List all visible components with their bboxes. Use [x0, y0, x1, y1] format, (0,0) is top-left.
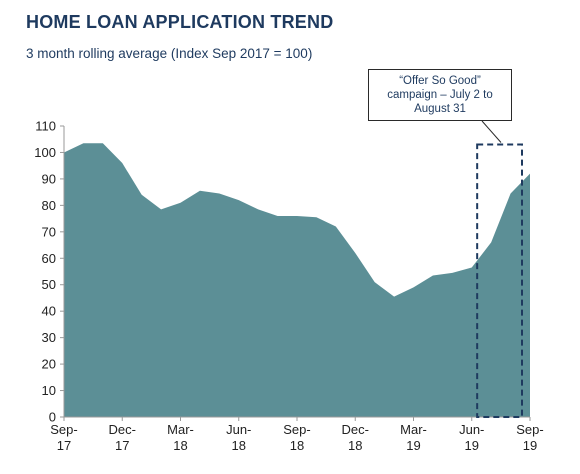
y-tick-label: 60: [42, 251, 56, 266]
annotation-line-1: “Offer So Good”: [399, 75, 481, 87]
y-tick-label: 30: [42, 330, 56, 345]
y-tick-label: 40: [42, 304, 56, 319]
campaign-highlight-box: [476, 143, 523, 418]
area-series: [64, 143, 530, 417]
annotation-line-2: campaign – July 2 to: [387, 89, 493, 101]
x-tick-label-year: 17: [57, 438, 71, 453]
x-tick-label-year: 19: [406, 438, 420, 453]
x-tick-label: Dec-: [109, 422, 136, 437]
x-tick-label: Mar-: [167, 422, 194, 437]
chart-subtitle: 3 month rolling average (Index Sep 2017 …: [26, 46, 313, 61]
x-tick-label: Sep-: [50, 422, 77, 437]
x-tick-label: Dec-: [342, 422, 369, 437]
y-tick-label: 20: [42, 357, 56, 372]
y-tick-label: 70: [42, 224, 56, 239]
annotation-connector: [481, 120, 502, 143]
y-tick-label: 10: [42, 383, 56, 398]
x-tick-label-year: 17: [115, 438, 129, 453]
x-tick-label: Jun-: [226, 422, 251, 437]
chart-title: HOME LOAN APPLICATION TREND: [26, 12, 334, 32]
x-tick-label-year: 18: [348, 438, 362, 453]
y-tick-label: 90: [42, 171, 56, 186]
x-tick-label: Jun-: [459, 422, 484, 437]
y-tick-label: 80: [42, 198, 56, 213]
x-tick-label-year: 19: [465, 438, 479, 453]
x-tick-label-year: 18: [290, 438, 304, 453]
x-tick-label: Sep-: [516, 422, 543, 437]
x-tick-label: Mar-: [400, 422, 427, 437]
y-tick-label: 50: [42, 277, 56, 292]
annotation-line-3: August 31: [414, 103, 466, 115]
campaign-annotation: “Offer So Good” campaign – July 2 to Aug…: [368, 69, 512, 121]
y-tick-label: 0: [49, 410, 56, 425]
y-tick-label: 100: [34, 145, 56, 160]
x-tick-label-year: 19: [523, 438, 537, 453]
x-tick-label: Sep-: [283, 422, 310, 437]
x-tick-label-year: 18: [173, 438, 187, 453]
x-tick-label-year: 18: [232, 438, 246, 453]
y-tick-label: 110: [35, 119, 56, 134]
